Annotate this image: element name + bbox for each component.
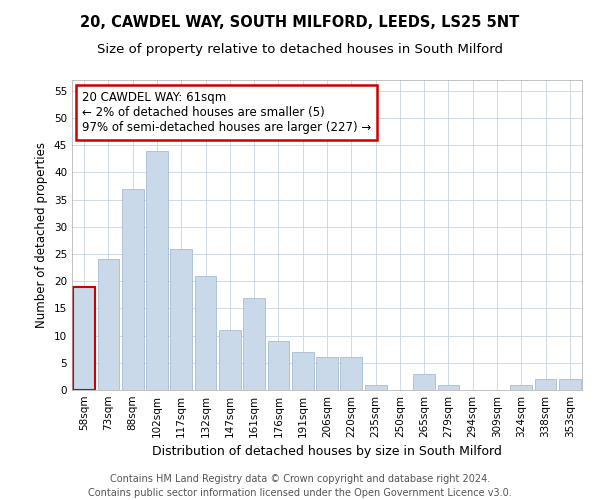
Bar (243, 298, 265, 390)
Bar (97, 260, 119, 390)
Bar (122, 189, 143, 390)
Bar (365, 384, 386, 390)
Bar (316, 358, 338, 390)
Bar (511, 384, 532, 390)
Text: Size of property relative to detached houses in South Milford: Size of property relative to detached ho… (97, 42, 503, 56)
Bar (559, 379, 581, 390)
Bar (73, 286, 95, 390)
Bar (437, 384, 460, 390)
Bar (219, 330, 241, 390)
Bar (535, 379, 556, 390)
Bar (194, 276, 217, 390)
Bar (146, 150, 168, 390)
Bar (268, 341, 289, 390)
Text: 20 CAWDEL WAY: 61sqm
← 2% of detached houses are smaller (5)
97% of semi-detache: 20 CAWDEL WAY: 61sqm ← 2% of detached ho… (82, 91, 371, 134)
Bar (292, 352, 314, 390)
Text: 20, CAWDEL WAY, SOUTH MILFORD, LEEDS, LS25 5NT: 20, CAWDEL WAY, SOUTH MILFORD, LEEDS, LS… (80, 15, 520, 30)
X-axis label: Distribution of detached houses by size in South Milford: Distribution of detached houses by size … (152, 446, 502, 458)
Text: Contains HM Land Registry data © Crown copyright and database right 2024.
Contai: Contains HM Land Registry data © Crown c… (88, 474, 512, 498)
Y-axis label: Number of detached properties: Number of detached properties (35, 142, 49, 328)
Bar (413, 374, 435, 390)
Bar (170, 248, 192, 390)
Bar (340, 358, 362, 390)
